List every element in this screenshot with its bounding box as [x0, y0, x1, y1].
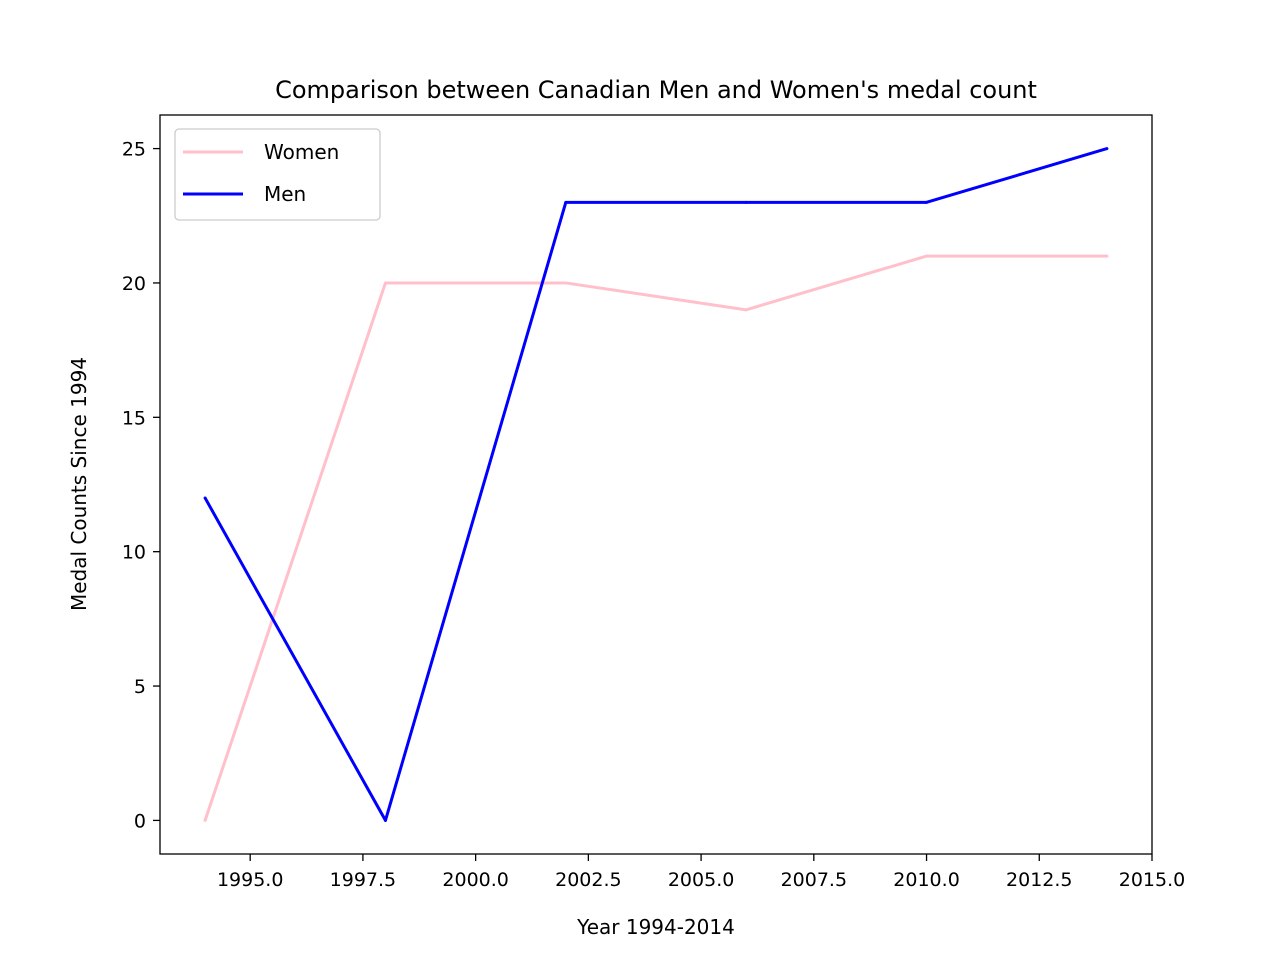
y-tick-label: 15: [122, 407, 146, 429]
data-point-women: [383, 281, 387, 285]
series-line-men: [203, 147, 1108, 822]
data-point-women: [925, 254, 929, 258]
data-point-women: [744, 308, 748, 312]
x-tick-label: 1995.0: [217, 869, 283, 891]
data-point-men: [744, 200, 748, 204]
x-tick-label: 2002.5: [555, 869, 621, 891]
data-point-men: [383, 818, 387, 822]
data-point-women: [1105, 254, 1109, 258]
data-point-men: [1105, 147, 1109, 151]
y-axis: 0 5 10 15 20 25: [122, 139, 160, 832]
legend-label-men: Men: [264, 182, 306, 206]
data-point-men: [925, 200, 929, 204]
legend: Women Men: [174, 128, 381, 221]
y-tick-label: 25: [122, 139, 146, 161]
x-tick-label: 2012.5: [1006, 869, 1072, 891]
chart-title: Comparison between Canadian Men and Wome…: [275, 76, 1037, 104]
x-axis-label: Year 1994-2014: [576, 915, 735, 939]
plot-area: [160, 115, 1152, 854]
x-tick-label: 2010.0: [893, 869, 959, 891]
y-tick-label: 10: [122, 542, 146, 564]
y-axis-label: Medal Counts Since 1994: [67, 357, 91, 611]
plot-frame: [159, 114, 1153, 855]
x-tick-label: 2000.0: [442, 869, 508, 891]
series-line-women: [203, 254, 1107, 821]
legend-label-women: Women: [264, 140, 339, 164]
x-axis: 1995.0 1997.5 2000.0 2002.5 2005.0 2007.5 2010…: [217, 854, 1185, 891]
data-point-women: [203, 818, 207, 822]
y-tick-label: 0: [134, 810, 146, 832]
data-point-men: [564, 200, 568, 204]
data-point-women: [564, 281, 568, 285]
x-tick-label: 1997.5: [330, 869, 396, 891]
x-tick-label: 2005.0: [668, 869, 734, 891]
series-layer: [203, 147, 1109, 822]
y-tick-label: 5: [134, 676, 146, 698]
y-tick-label: 20: [122, 273, 146, 295]
data-point-men: [203, 496, 207, 500]
x-tick-label: 2007.5: [781, 869, 847, 891]
x-tick-label: 2015.0: [1119, 869, 1185, 891]
